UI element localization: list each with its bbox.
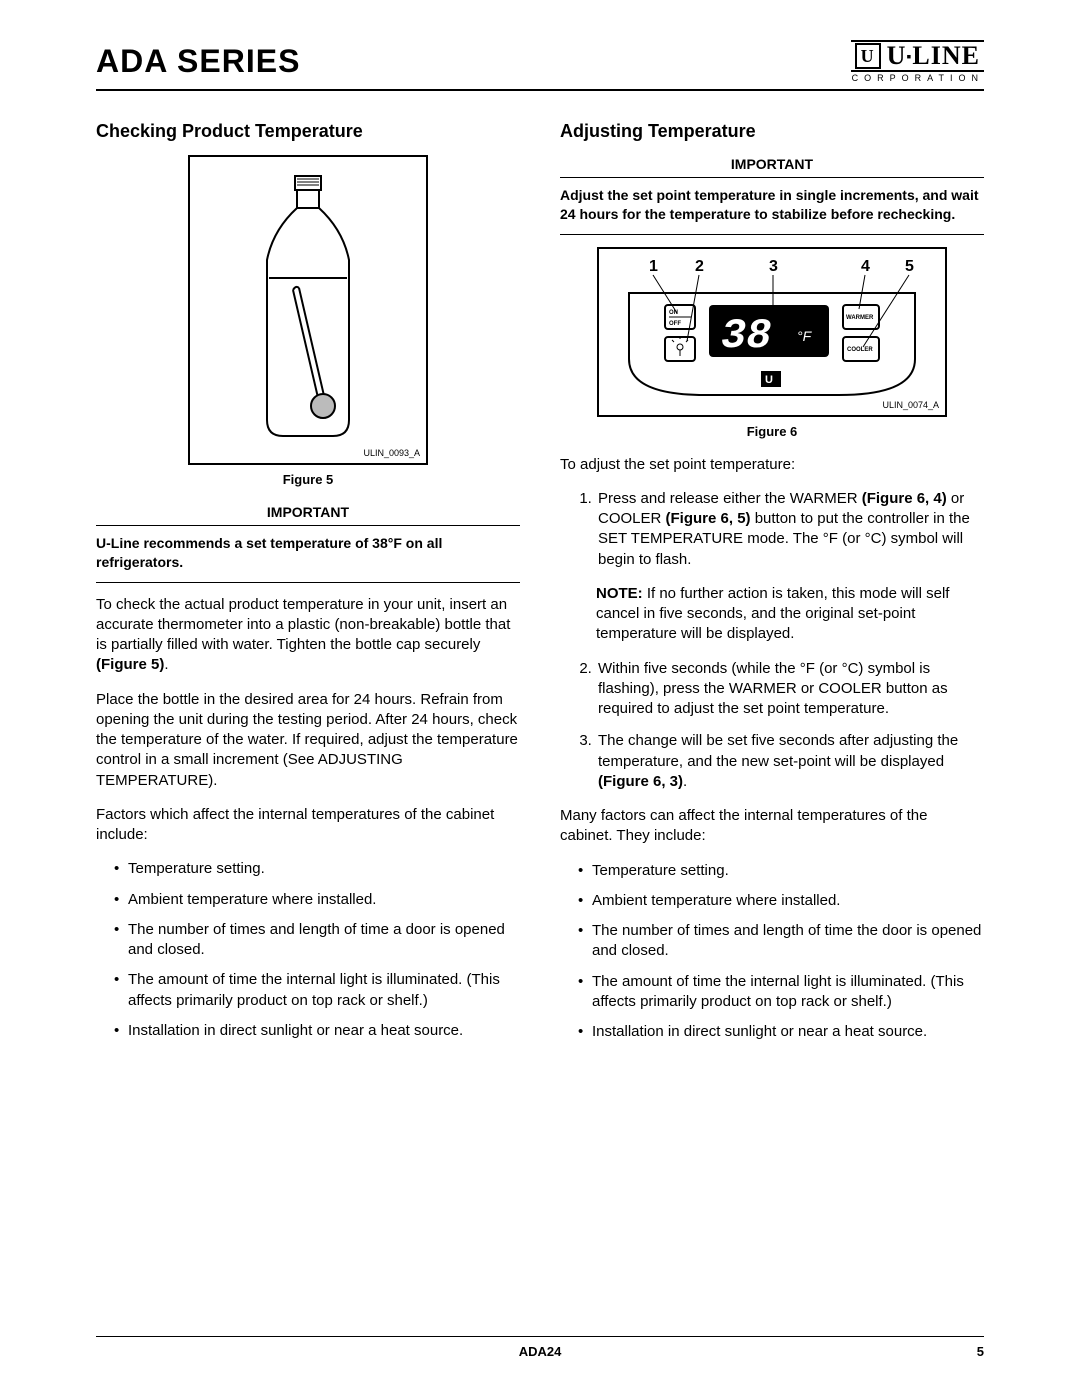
- text-bold: (Figure 5): [96, 656, 164, 673]
- svg-text:ON: ON: [669, 310, 678, 316]
- right-important-text: Adjust the set point temperature in sing…: [560, 186, 984, 235]
- svg-text:OFF: OFF: [669, 321, 681, 327]
- right-intro: To adjust the set point temperature:: [560, 455, 984, 475]
- brand-block: U U▪LINE CORPORATION: [851, 40, 984, 83]
- footer-model: ADA24: [519, 1343, 562, 1361]
- figure-6-ref: ULIN_0074_A: [882, 399, 939, 411]
- list-item: Temperature setting.: [578, 861, 984, 881]
- note-label: NOTE:: [596, 585, 643, 602]
- text: To check the actual product temperature …: [96, 596, 510, 654]
- text: .: [683, 773, 687, 790]
- right-steps-list-cont: Within five seconds (while the °F (or °C…: [560, 659, 984, 793]
- brand-name-row: U U▪LINE: [851, 40, 984, 72]
- list-item: The amount of time the internal light is…: [114, 970, 520, 1011]
- left-para-1: To check the actual product temperature …: [96, 595, 520, 676]
- text-bold: (Figure 6, 5): [666, 510, 751, 527]
- footer-page: 5: [977, 1343, 984, 1361]
- right-after-para: Many factors can affect the internal tem…: [560, 806, 984, 847]
- svg-text:COOLER: COOLER: [847, 347, 873, 353]
- figure-5-ref: ULIN_0093_A: [363, 447, 420, 459]
- bottle-thermometer-icon: [223, 170, 393, 450]
- list-item: The amount of time the internal light is…: [578, 972, 984, 1013]
- column-right: Adjusting Temperature IMPORTANT Adjust t…: [560, 119, 984, 1056]
- step-1: Press and release either the WARMER (Fig…: [596, 489, 984, 570]
- note-text: If no further action is taken, this mode…: [596, 585, 949, 643]
- content-columns: Checking Product Temperature U: [96, 119, 984, 1056]
- text: Press and release either the WARMER: [598, 490, 862, 507]
- left-section-title: Checking Product Temperature: [96, 119, 520, 143]
- right-section-title: Adjusting Temperature: [560, 119, 984, 143]
- left-para-3: Factors which affect the internal temper…: [96, 805, 520, 846]
- brand-name: U▪LINE: [887, 43, 980, 69]
- figure-5: ULIN_0093_A: [188, 155, 428, 465]
- svg-text:WARMER: WARMER: [846, 315, 874, 321]
- figure-6: 1 2 3 4 5 ON OFF: [597, 247, 947, 417]
- text-bold: (Figure 6, 4): [862, 490, 947, 507]
- list-item: The number of times and length of time a…: [114, 920, 520, 961]
- right-steps-list: Press and release either the WARMER (Fig…: [560, 489, 984, 570]
- list-item: Installation in direct sunlight or near …: [578, 1022, 984, 1042]
- list-item: The number of times and length of time t…: [578, 921, 984, 962]
- control-panel-icon: 1 2 3 4 5 ON OFF: [599, 249, 945, 415]
- right-bullet-list: Temperature setting. Ambient temperature…: [560, 861, 984, 1043]
- left-important-text: U-Line recommends a set temperature of 3…: [96, 534, 520, 583]
- svg-text:1: 1: [649, 258, 658, 275]
- svg-text:38: 38: [721, 312, 771, 360]
- text: The change will be set five seconds afte…: [598, 732, 958, 769]
- step-1-note: NOTE: If no further action is taken, thi…: [596, 584, 984, 645]
- svg-text:2: 2: [695, 258, 704, 275]
- right-important-label: IMPORTANT: [560, 155, 984, 178]
- brand-logo-icon: U: [855, 43, 881, 69]
- list-item: Installation in direct sunlight or near …: [114, 1021, 520, 1041]
- column-left: Checking Product Temperature U: [96, 119, 520, 1056]
- text-bold: (Figure 6, 3): [598, 773, 683, 790]
- text: .: [164, 656, 168, 673]
- page-header: ADA SERIES U U▪LINE CORPORATION: [96, 40, 984, 91]
- figure-6-caption: Figure 6: [560, 423, 984, 441]
- figure-5-caption: Figure 5: [96, 471, 520, 489]
- list-item: Ambient temperature where installed.: [114, 890, 520, 910]
- step-3: The change will be set five seconds afte…: [596, 731, 984, 792]
- brand-subtitle: CORPORATION: [851, 74, 984, 83]
- svg-text:5: 5: [905, 258, 914, 275]
- list-item: Ambient temperature where installed.: [578, 891, 984, 911]
- list-item: Temperature setting.: [114, 859, 520, 879]
- left-bullet-list: Temperature setting. Ambient temperature…: [96, 859, 520, 1041]
- svg-text:3: 3: [769, 258, 778, 275]
- svg-text:°F: °F: [797, 328, 813, 344]
- svg-text:U: U: [765, 374, 773, 386]
- left-para-2: Place the bottle in the desired area for…: [96, 690, 520, 791]
- svg-text:4: 4: [861, 258, 870, 275]
- series-title: ADA SERIES: [96, 40, 300, 83]
- step-2: Within five seconds (while the °F (or °C…: [596, 659, 984, 720]
- left-important-label: IMPORTANT: [96, 503, 520, 526]
- page-footer: ADA24 5: [96, 1336, 984, 1361]
